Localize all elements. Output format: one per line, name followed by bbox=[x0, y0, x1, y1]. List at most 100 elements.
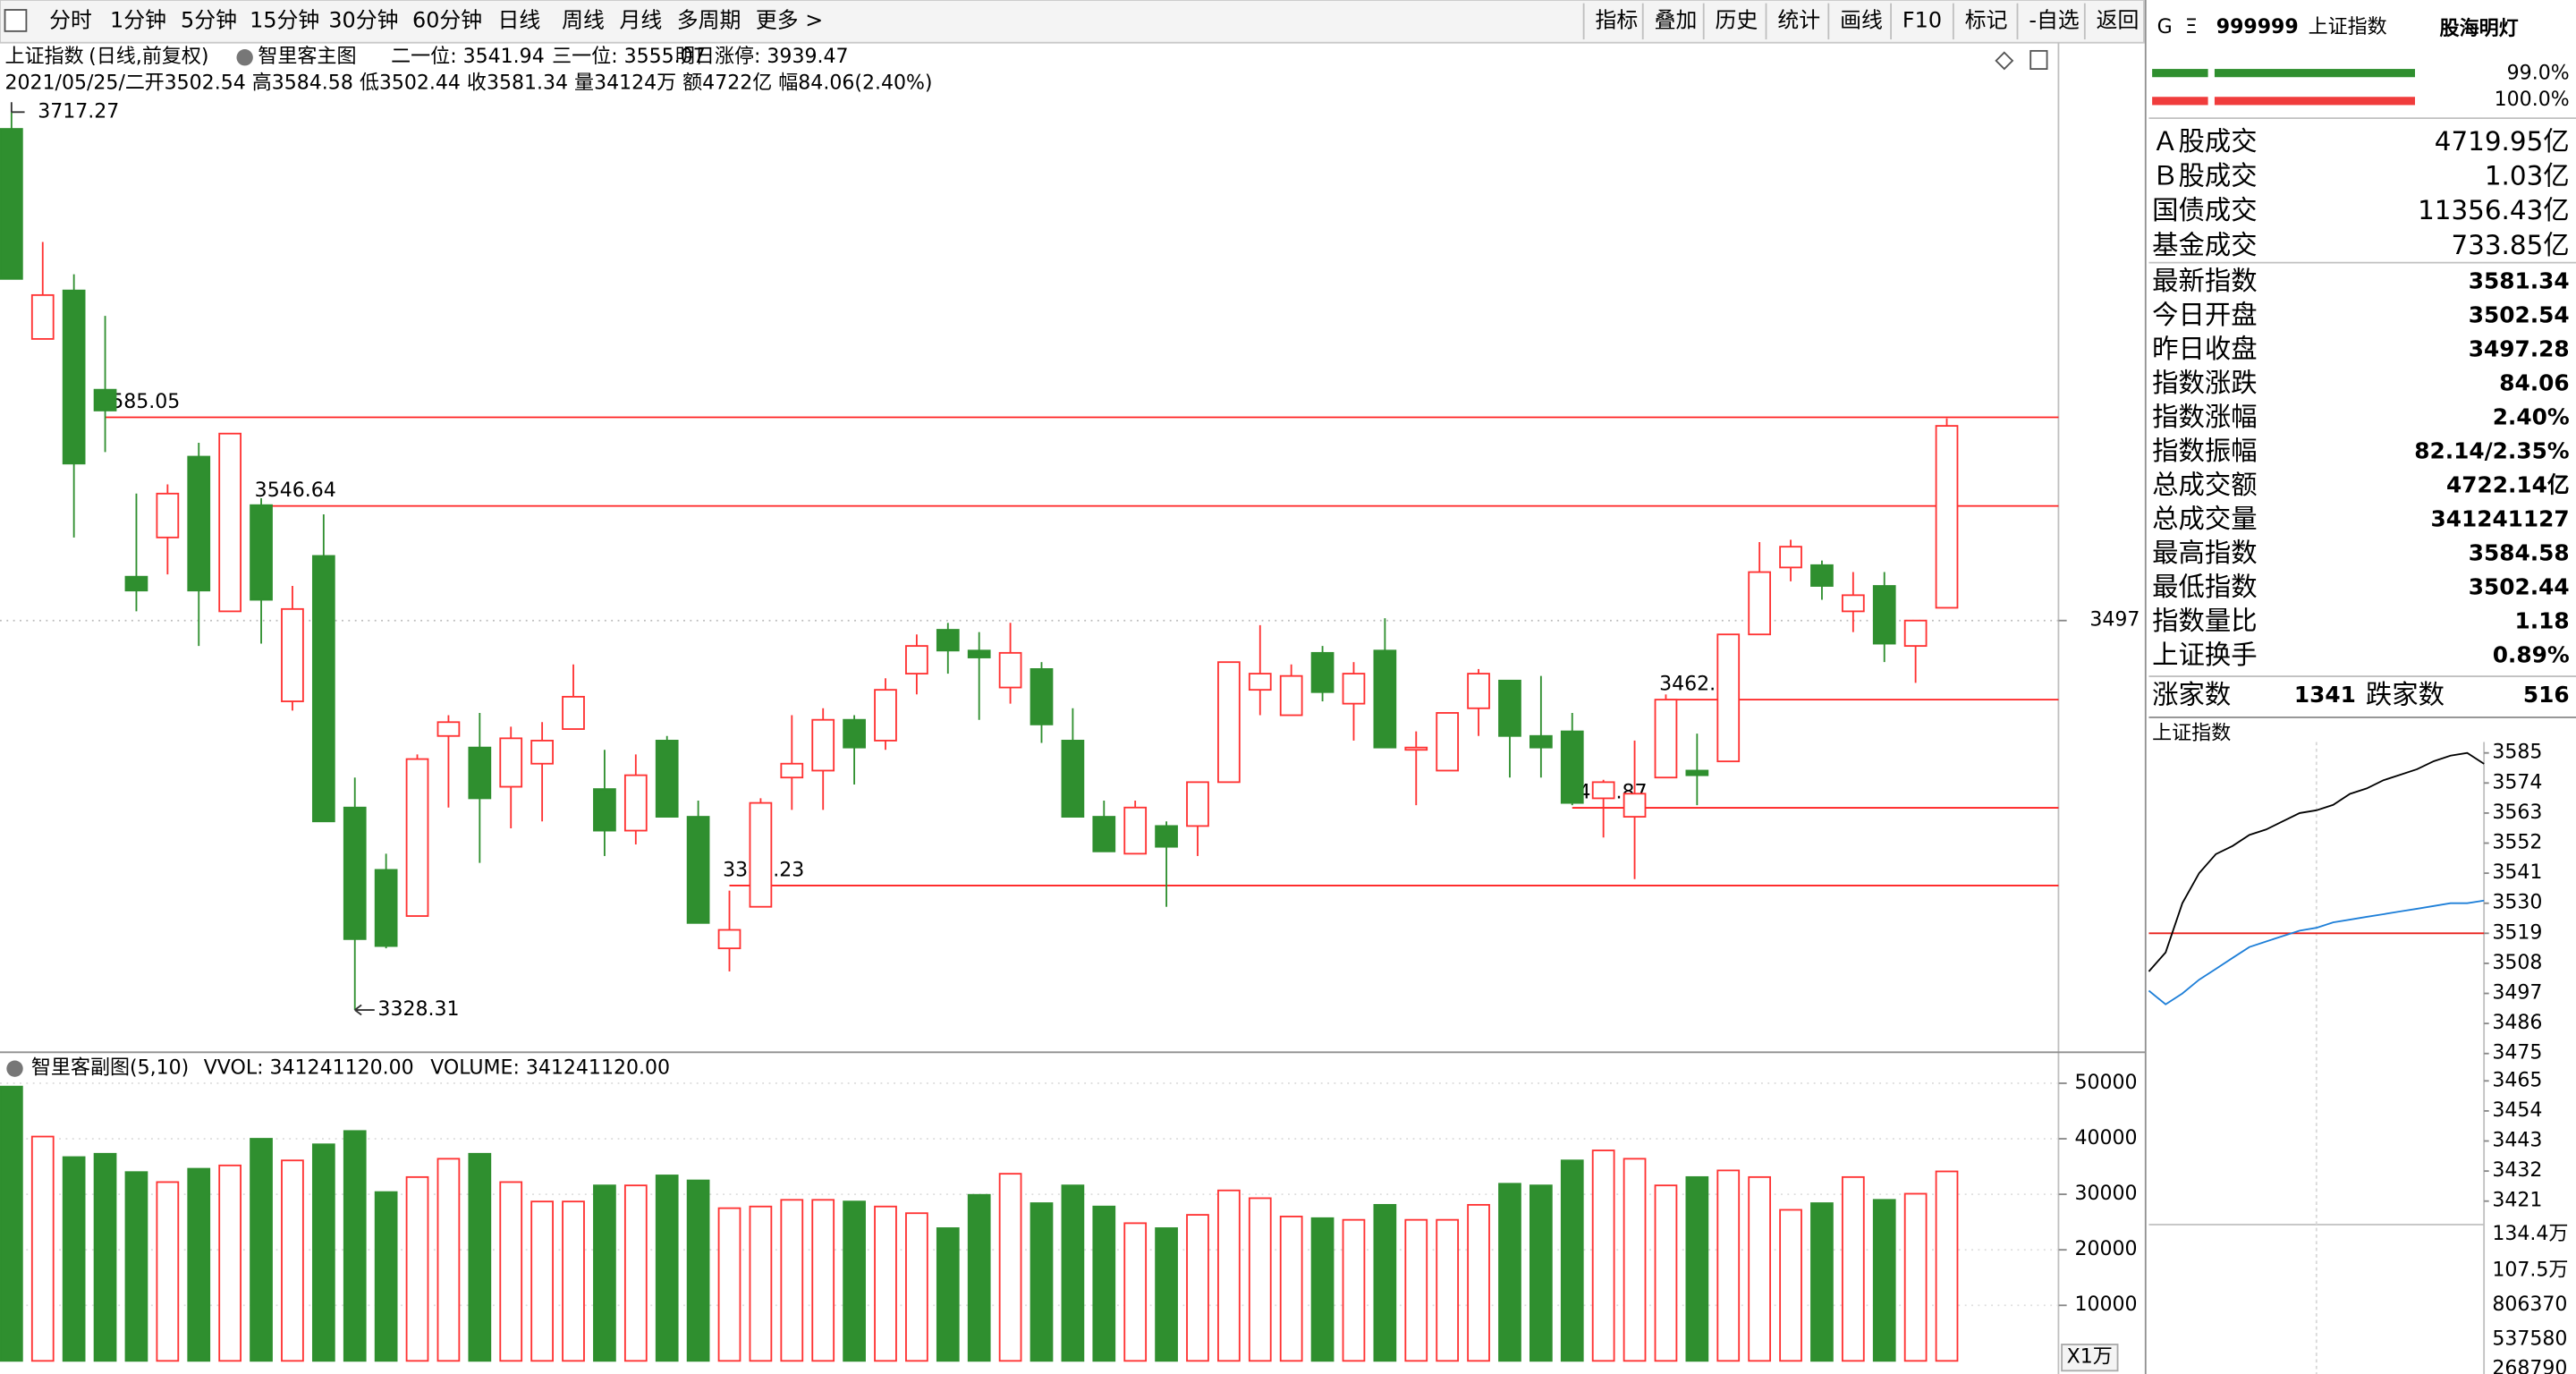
toolbar-button[interactable]: -自选 bbox=[2029, 7, 2079, 32]
row-value: 1341 bbox=[2294, 682, 2356, 708]
row-value: 3497.28 bbox=[2469, 336, 2570, 362]
candle-body bbox=[1310, 651, 1335, 693]
toolbar-tab[interactable]: 日线 bbox=[498, 7, 541, 32]
sub-title: 智里客副图(5,10) bbox=[31, 1057, 189, 1080]
toolbar-button[interactable]: 统计 bbox=[1777, 7, 1820, 32]
candle-body bbox=[717, 929, 741, 950]
toolbar-button[interactable]: F10 bbox=[1902, 7, 1942, 32]
row-label: 今日开盘 bbox=[2152, 300, 2257, 330]
toolbar-tab[interactable]: 周线 bbox=[562, 7, 605, 32]
candle-body bbox=[374, 869, 398, 947]
unit-label: X1万 bbox=[2067, 1346, 2113, 1369]
candle-body bbox=[1748, 571, 1771, 636]
toolbar-button[interactable]: 历史 bbox=[1716, 7, 1758, 32]
volume-bar bbox=[1935, 1170, 1959, 1362]
candle-body bbox=[1591, 781, 1615, 800]
candle-body bbox=[1467, 673, 1490, 709]
volume-bar bbox=[1248, 1197, 1272, 1362]
candle-body bbox=[499, 737, 523, 788]
ratio-bar bbox=[2214, 97, 2415, 106]
row-label: 基金成交 bbox=[2152, 230, 2257, 260]
diamond-icon[interactable] bbox=[1995, 51, 2014, 71]
toolbar-tab[interactable]: 15分钟 bbox=[250, 7, 319, 32]
high-label: 3717.27 bbox=[38, 100, 119, 123]
row-value: 1.18 bbox=[2515, 608, 2570, 634]
indicator-value: 二一位: 3541.94 bbox=[391, 46, 545, 68]
toolbar-tab[interactable]: 分时 bbox=[49, 7, 92, 32]
volume-bar bbox=[1654, 1184, 1678, 1362]
candle-body bbox=[1560, 730, 1584, 804]
sub-indicator-icon[interactable] bbox=[6, 1060, 23, 1077]
row-label: 指数振幅 bbox=[2152, 436, 2257, 466]
volume-bar bbox=[1404, 1218, 1428, 1362]
volume-bar bbox=[1436, 1218, 1460, 1362]
candle-body bbox=[1030, 668, 1054, 725]
low-label: 3328.31 bbox=[377, 998, 459, 1021]
volume-bar bbox=[311, 1143, 335, 1362]
toolbar-button[interactable]: 返回 bbox=[2097, 7, 2140, 32]
menu-icon[interactable]: Ξ bbox=[2185, 16, 2198, 38]
row-label: 最新指数 bbox=[2152, 266, 2257, 296]
volume-bar bbox=[218, 1164, 242, 1362]
y-tick-label: 3432 bbox=[2492, 1159, 2542, 1182]
row-label: Ａ股成交 bbox=[2152, 126, 2257, 157]
candle-body bbox=[593, 788, 616, 832]
toolbar-button[interactable]: 指标 bbox=[1595, 7, 1638, 32]
toolbar-tab[interactable]: 1分钟 bbox=[110, 7, 166, 32]
toolbar-tab[interactable]: 5分钟 bbox=[181, 7, 237, 32]
volume-bar bbox=[562, 1200, 585, 1362]
symbol: 上证指数 bbox=[5, 46, 84, 68]
toolbar-tab[interactable]: 60分钟 bbox=[412, 7, 482, 32]
y-tick-label: 3563 bbox=[2492, 802, 2542, 824]
candle-body bbox=[843, 718, 866, 749]
volume-bar bbox=[1872, 1199, 1896, 1362]
volume-bar bbox=[593, 1184, 616, 1362]
y-tick-label: 3497 bbox=[2492, 982, 2542, 1005]
row-value: 733.85亿 bbox=[2452, 230, 2570, 260]
candle-body bbox=[1248, 673, 1272, 691]
volume-bar bbox=[780, 1199, 804, 1362]
volume-bar bbox=[843, 1200, 866, 1362]
volume-bar bbox=[811, 1199, 835, 1362]
indicator-icon[interactable] bbox=[236, 49, 253, 66]
window-icon[interactable] bbox=[2029, 49, 2048, 70]
volume-bar bbox=[0, 1085, 23, 1362]
candle-body bbox=[874, 689, 897, 742]
row-value: 0.89% bbox=[2493, 642, 2570, 668]
toolbar-tab[interactable]: 30分钟 bbox=[328, 7, 398, 32]
row-label: 跌家数 bbox=[2366, 680, 2445, 710]
indicator-value: 明日涨停: 3939.47 bbox=[675, 46, 849, 68]
y-tick-label: 3443 bbox=[2492, 1130, 2542, 1152]
y-tick-label: 3486 bbox=[2492, 1012, 2542, 1034]
row-label: 最高指数 bbox=[2152, 538, 2257, 568]
intraday-line bbox=[2148, 899, 2485, 1005]
candle-body bbox=[905, 645, 928, 675]
volume-bar bbox=[623, 1184, 648, 1362]
row-value: 2.40% bbox=[2493, 404, 2570, 430]
volume-bar bbox=[1560, 1159, 1584, 1362]
candle-body bbox=[1436, 712, 1460, 772]
volume-bar bbox=[1373, 1203, 1397, 1362]
candle-body bbox=[749, 802, 773, 908]
volume-bar bbox=[281, 1159, 304, 1362]
toolbar-button[interactable]: 标记 bbox=[1965, 7, 2008, 32]
candle-body bbox=[1404, 746, 1428, 751]
name: 上证指数 bbox=[2309, 16, 2387, 38]
toolbar-button[interactable]: 画线 bbox=[1840, 7, 1883, 32]
toolbar-icon[interactable] bbox=[4, 9, 28, 32]
row-label: 指数涨幅 bbox=[2152, 402, 2257, 432]
row-label: Ｂ股成交 bbox=[2152, 161, 2257, 191]
volume-bar bbox=[1591, 1149, 1615, 1362]
volume-bar bbox=[998, 1173, 1022, 1362]
candle-body bbox=[780, 762, 804, 779]
ratio-bar bbox=[2214, 69, 2415, 78]
toolbar-tab[interactable]: 多周期 bbox=[677, 7, 741, 32]
row-label: 指数涨跌 bbox=[2152, 368, 2257, 398]
candle-body bbox=[562, 695, 585, 730]
toolbar-button[interactable]: 叠加 bbox=[1655, 7, 1698, 32]
toolbar-tab[interactable]: 更多 > bbox=[756, 7, 823, 32]
ratio-label: 99.0% bbox=[2507, 63, 2570, 85]
volume-bar bbox=[250, 1138, 273, 1362]
toolbar-tab[interactable]: 月线 bbox=[619, 7, 662, 32]
candle-body bbox=[936, 629, 960, 652]
